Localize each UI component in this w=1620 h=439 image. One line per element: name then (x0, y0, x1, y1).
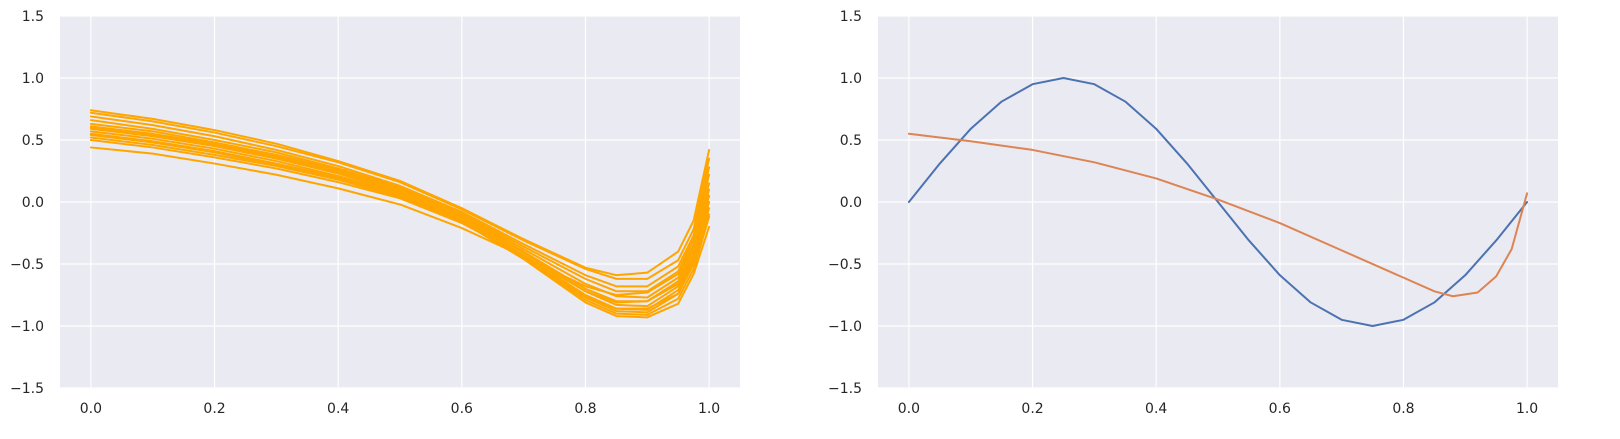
y-tick-label: −0.5 (828, 257, 862, 273)
x-tick-label: 0.8 (574, 401, 596, 417)
x-tick-label: 0.4 (1145, 401, 1167, 417)
y-tick-label: −0.5 (10, 257, 44, 273)
y-tick-label: −1.0 (828, 319, 862, 335)
x-tick-label: 0.6 (1269, 401, 1291, 417)
x-tick-label: 1.0 (698, 401, 720, 417)
x-tick-label: 0.6 (451, 401, 473, 417)
chart-panel-1: 0.0 0.2 0.4 0.6 0.8 1.0 1.5 1.0 0.5 0.0 −0.5 −1.0 −1… (10, 9, 740, 417)
y-tick-label: −1.0 (10, 319, 44, 335)
x-tick-label: 0.4 (327, 401, 349, 417)
series-line-2 (907, 132, 1529, 298)
y-tick-label: 1.0 (840, 71, 862, 87)
series-line-14 (89, 146, 711, 296)
series-line-6 (89, 125, 711, 303)
y-tick-label: 0.5 (22, 133, 44, 149)
x-tick-label: 0.2 (1021, 401, 1043, 417)
x-tick-label: 0.0 (80, 401, 102, 417)
y-tick-label: 0.0 (22, 195, 44, 211)
x-tick-label: 0.2 (203, 401, 225, 417)
y-tick-label: −1.5 (828, 381, 862, 397)
y-tick-label: 1.5 (22, 9, 44, 25)
x-tick-label: 1.0 (1516, 401, 1538, 417)
series-line-13 (89, 139, 711, 304)
y-tick-label: 1.5 (840, 9, 862, 25)
y-tick-label: −1.5 (10, 381, 44, 397)
y-tick-label: 0.5 (840, 133, 862, 149)
y-tick-label: 1.0 (22, 71, 44, 87)
series-line-5 (89, 122, 711, 299)
series-line-8 (89, 127, 711, 311)
chart-panel-2: 0.0 0.2 0.4 0.6 0.8 1.0 1.5 1.0 0.5 0.0 −0.5 −1.0 −1… (828, 9, 1558, 417)
y-tick-label: 0.0 (840, 195, 862, 211)
series-line-1 (907, 77, 1529, 327)
x-tick-label: 0.0 (898, 401, 920, 417)
series-line-4 (89, 119, 711, 293)
series-line-1 (89, 109, 711, 277)
series-line-7 (89, 126, 711, 308)
x-tick-label: 0.8 (1392, 401, 1414, 417)
series-line-3 (89, 115, 711, 288)
series-line-2 (89, 111, 711, 280)
